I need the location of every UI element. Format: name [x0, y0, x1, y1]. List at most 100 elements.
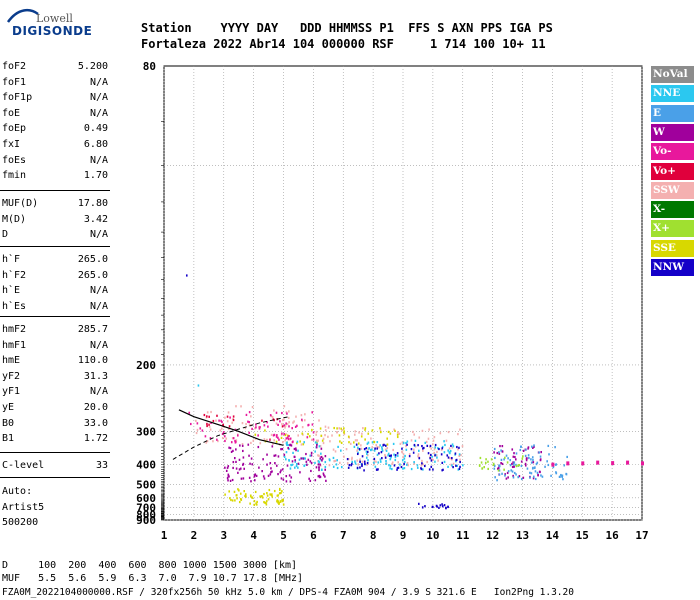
scatter-point	[266, 492, 268, 495]
scatter-point	[270, 433, 273, 436]
scatter-point	[455, 458, 458, 462]
scatter-point	[323, 474, 325, 477]
scatter-point	[534, 470, 537, 473]
scatter-point	[436, 450, 438, 454]
scatter-point	[343, 427, 345, 430]
scatter-point	[318, 474, 321, 478]
scatter-point	[361, 460, 364, 463]
scatter-point	[517, 464, 520, 467]
scatter-point	[254, 490, 257, 494]
scatter-point	[232, 449, 234, 453]
scatter-point	[231, 499, 234, 502]
scatter-point	[366, 463, 368, 466]
scatter-point	[287, 447, 289, 450]
scatter-point	[310, 469, 312, 473]
scatter-point	[364, 438, 366, 441]
scatter-point	[266, 494, 269, 497]
param-row-muf-d-: MUF(D) 17.80	[2, 198, 108, 211]
scatter-point	[235, 460, 237, 463]
scatter-point	[443, 460, 446, 463]
scatter-point	[221, 432, 224, 436]
scatter-point	[244, 493, 247, 496]
scatter-point	[334, 450, 337, 453]
scatter-point	[456, 445, 458, 449]
scatter-point	[420, 464, 423, 467]
scatter-point	[562, 478, 564, 481]
scatter-point	[295, 463, 298, 466]
scatter-point	[259, 426, 261, 429]
scatter-point	[422, 446, 425, 450]
scatter-point	[385, 449, 388, 452]
scatter-point	[343, 432, 346, 436]
scatter-point	[280, 469, 282, 472]
scatter-point	[421, 462, 423, 465]
scatter-point	[432, 468, 434, 471]
scatter-point	[231, 478, 234, 482]
scatter-point	[281, 490, 283, 493]
scatter-point	[324, 455, 327, 458]
scatter-point	[492, 463, 495, 466]
x-tick-label: 12	[486, 529, 499, 542]
scatter-point	[243, 489, 246, 493]
scatter-point	[316, 442, 318, 445]
scatter-point	[397, 461, 400, 464]
scatter-point	[430, 453, 432, 457]
scatter-point	[447, 449, 449, 452]
scatter-point	[374, 447, 376, 450]
scatter-point	[366, 442, 369, 445]
scatter-point	[363, 469, 365, 472]
scatter-point	[399, 463, 401, 466]
scatter-point	[401, 441, 404, 444]
scatter-point	[373, 441, 376, 444]
scatter-point	[447, 505, 449, 508]
scatter-point	[232, 418, 235, 422]
scatter-point	[253, 475, 256, 478]
scatter-point	[414, 439, 417, 442]
scatter-point	[493, 451, 495, 454]
scatter-point	[309, 479, 312, 482]
scatter-point	[374, 465, 377, 468]
scatter-point	[295, 449, 297, 452]
scatter-point	[317, 439, 319, 442]
scatter-point	[520, 460, 523, 463]
param-row-foes: foEs N/A	[2, 155, 108, 168]
scatter-point	[517, 476, 520, 479]
scatter-point	[241, 444, 244, 447]
scatter-point	[290, 444, 293, 447]
scatter-point	[289, 443, 292, 446]
scatter-point	[338, 461, 341, 464]
scatter-point	[441, 461, 444, 465]
scatter-point	[509, 464, 512, 467]
scatter-point	[208, 415, 210, 418]
scatter-point	[414, 445, 417, 448]
scatter-point	[242, 449, 244, 453]
scatter-point	[251, 405, 254, 409]
scatter-point	[245, 495, 247, 498]
scatter-point	[431, 455, 433, 458]
scatter-point	[333, 460, 336, 463]
scatter-point	[410, 467, 413, 471]
param-row-m-d-: M(D) 3.42	[2, 214, 108, 227]
scatter-point	[396, 467, 399, 470]
scatter-point	[443, 504, 446, 507]
scatter-point	[234, 499, 236, 502]
scatter-point	[291, 427, 293, 430]
virtual-height-profile	[178, 409, 284, 446]
scatter-point	[227, 473, 230, 476]
scatter-point	[204, 435, 207, 438]
scatter-point	[519, 448, 522, 452]
scatter-point	[299, 440, 301, 443]
scatter-point	[293, 420, 295, 423]
scatter-point	[459, 460, 461, 464]
scatter-point	[381, 446, 383, 449]
scatter-point	[384, 453, 386, 457]
scatter-point	[209, 428, 212, 431]
x-tick-label: 13	[516, 529, 529, 542]
scatter-point	[282, 503, 285, 506]
scatter-point	[418, 436, 421, 439]
distance-row: D 100 200 400 600 800 1000 1500 3000 [km…	[2, 560, 298, 571]
scatter-point	[242, 456, 245, 459]
scatter-point	[288, 425, 290, 428]
scatter-point	[507, 457, 509, 460]
scatter-point	[396, 433, 399, 436]
